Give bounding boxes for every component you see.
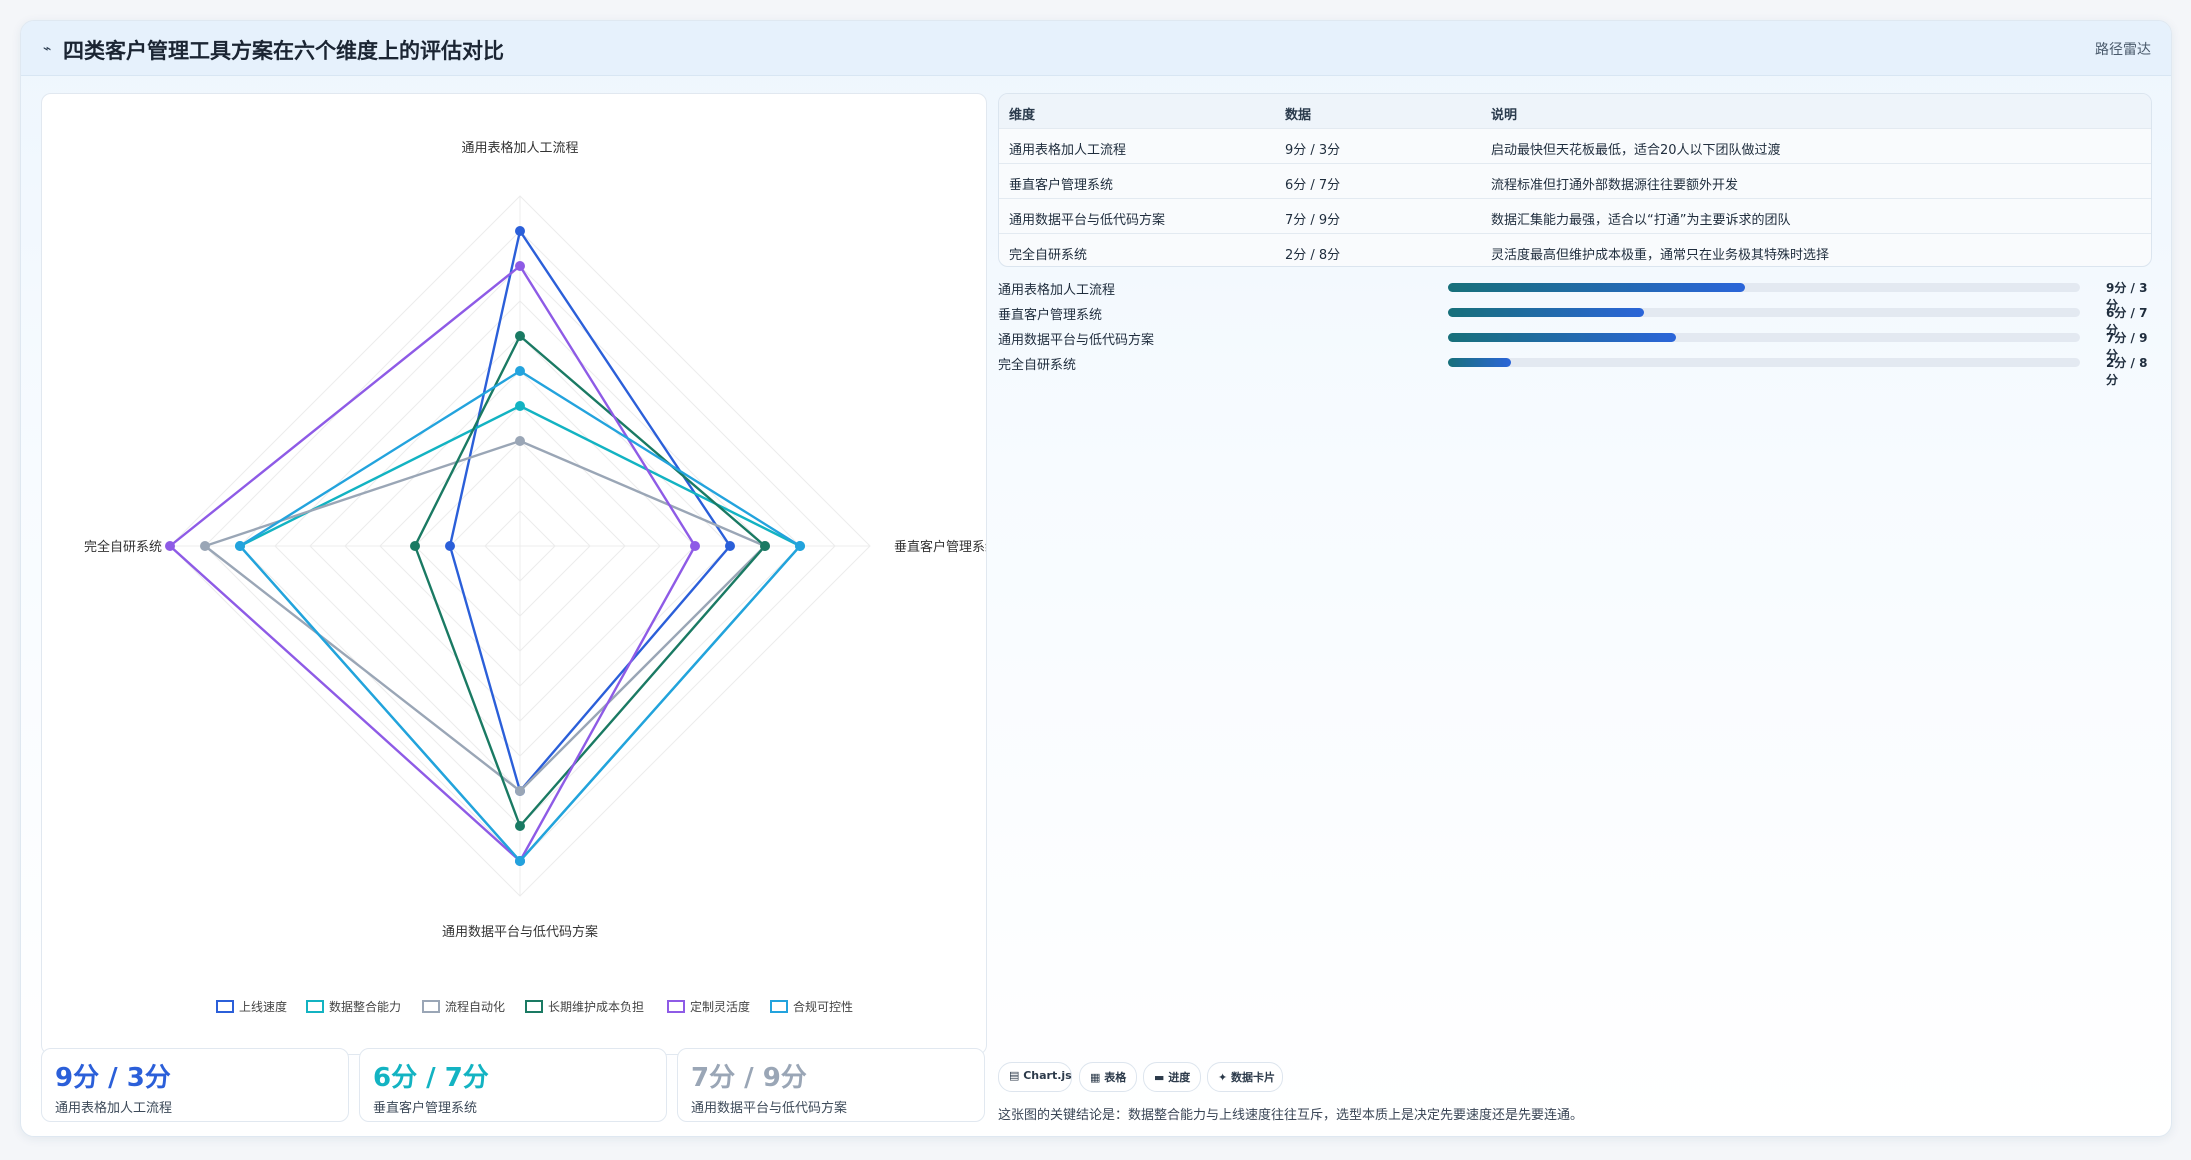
radar-axis-label: 完全自研系统: [84, 539, 162, 555]
progress-value: 2分 / 8分: [2106, 356, 2148, 387]
table-cell: 数据汇集能力最强，适合以“打通”为主要诉求的团队: [1491, 213, 1791, 228]
table-cell: 流程标准但打通外部数据源往往要额外开发: [1491, 178, 1739, 193]
progress-label: 通用表格加人工流程: [998, 283, 1116, 298]
dashboard-panel: ⌁ 四类客户管理工具方案在六个维度上的评估对比 路径雷达 通用表格加人工流程 垂直…: [20, 20, 2172, 1137]
radar-point: [515, 401, 525, 411]
progress-value: 6分 / 7分: [2106, 306, 2148, 337]
radar-point: [515, 261, 525, 271]
radar-point: [165, 541, 175, 551]
header-bar: ⌁ 四类客户管理工具方案在六个维度上的评估对比 路径雷达: [21, 21, 2171, 76]
radar-point: [515, 856, 525, 866]
radar-point: [760, 541, 770, 551]
progress-track: [1448, 358, 2080, 367]
table-cell: 2分 / 8分: [1285, 248, 1341, 263]
table-cell: 完全自研系统: [1009, 248, 1088, 263]
table-cell: 7分 / 9分: [1285, 213, 1341, 228]
legend-swatch: [306, 1000, 324, 1013]
stat-card-3: 7分 / 9分 通用数据平台与低代码方案: [677, 1048, 985, 1122]
progress-track: [1448, 283, 2080, 292]
table-cell: 通用数据平台与低代码方案: [1009, 213, 1166, 228]
legend-label: 定制灵活度: [690, 999, 750, 1014]
progress-row: 完全自研系统 2分 / 8分: [998, 350, 2158, 387]
table-header-cell: 说明: [1491, 108, 1518, 123]
radar-point: [200, 541, 210, 551]
radar-point: [515, 226, 525, 236]
progress-label: 通用数据平台与低代码方案: [998, 333, 1155, 348]
legend-swatch: [667, 1000, 685, 1013]
table-row: 完全自研系统 2分 / 8分 灵活度最高但维护成本极重，通常只在业务极其特殊时选…: [999, 233, 2151, 266]
stat-card-label: 通用数据平台与低代码方案: [691, 1101, 848, 1116]
progress-fill: [1448, 283, 1746, 292]
radar-point: [725, 541, 735, 551]
radar-point: [445, 541, 455, 551]
radar-point: [515, 331, 525, 341]
stat-card-value: 7分 / 9分: [691, 1063, 807, 1093]
stat-card-2: 6分 / 7分 垂直客户管理系统: [359, 1048, 667, 1122]
chart-trend-icon: ⌁: [43, 41, 52, 57]
progress-row: 通用表格加人工流程 9分 / 3分: [998, 275, 2158, 312]
legend-label: 上线速度: [239, 999, 287, 1014]
tag-table[interactable]: ▦ 表格: [1079, 1062, 1137, 1092]
legend-swatch: [525, 1000, 543, 1013]
table-cell: 6分 / 7分: [1285, 178, 1341, 193]
progress-fill: [1448, 333, 1676, 342]
progress-label: 完全自研系统: [998, 358, 1077, 373]
table-header-cell: 维度: [1009, 108, 1036, 123]
table-row: 通用数据平台与低代码方案 7分 / 9分 数据汇集能力最强，适合以“打通”为主要…: [999, 198, 2151, 233]
radar-axis-label: 通用表格加人工流程: [461, 140, 578, 156]
stat-card-value: 6分 / 7分: [373, 1063, 489, 1093]
radar-point: [410, 541, 420, 551]
radar-axis-label: 通用数据平台与低代码方案: [442, 924, 598, 940]
radar-point: [795, 541, 805, 551]
radar-axis-label: 垂直客户管理系统: [894, 539, 986, 555]
progress-value: 9分 / 3分: [2106, 281, 2148, 312]
radar-point: [515, 821, 525, 831]
table-header-cell: 数据: [1285, 108, 1312, 123]
table-row: 垂直客户管理系统 6分 / 7分 流程标准但打通外部数据源往往要额外开发: [999, 163, 2151, 198]
table-cell: 9分 / 3分: [1285, 143, 1341, 158]
table-cell: 灵活度最高但维护成本极重，通常只在业务极其特殊时选择: [1491, 248, 1830, 263]
stat-card-label: 通用表格加人工流程: [55, 1101, 173, 1116]
table-cell: 通用表格加人工流程: [1009, 143, 1127, 158]
progress-fill: [1448, 308, 1644, 317]
legend-label: 数据整合能力: [329, 999, 401, 1014]
progress-row: 通用数据平台与低代码方案 7分 / 9分: [998, 325, 2158, 362]
table-header-row: 维度 数据 说明: [999, 94, 2151, 128]
progress-row: 垂直客户管理系统 6分 / 7分: [998, 300, 2158, 337]
page-title: 四类客户管理工具方案在六个维度上的评估对比: [63, 39, 504, 63]
progress-value: 7分 / 9分: [2106, 331, 2148, 362]
stat-card-label: 垂直客户管理系统: [373, 1101, 478, 1116]
table-row: 通用表格加人工流程 9分 / 3分 启动最快但天花板最低，适合20人以下团队做过…: [999, 128, 2151, 163]
legend-swatch: [216, 1000, 234, 1013]
radar-mode-link[interactable]: 路径雷达: [2095, 42, 2151, 58]
stat-card-value: 9分 / 3分: [55, 1063, 171, 1093]
tag-data-card[interactable]: ✦ 数据卡片: [1207, 1062, 1283, 1092]
radar-point: [515, 436, 525, 446]
radar-point: [690, 541, 700, 551]
legend-label: 流程自动化: [445, 999, 505, 1014]
legend-swatch: [770, 1000, 788, 1013]
legend-swatch: [422, 1000, 440, 1013]
radar-point: [235, 541, 245, 551]
progress-fill: [1448, 358, 1512, 367]
table-cell: 启动最快但天花板最低，适合20人以下团队做过渡: [1491, 143, 1781, 158]
stat-card-1: 9分 / 3分 通用表格加人工流程: [41, 1048, 349, 1122]
progress-track: [1448, 308, 2080, 317]
legend-label: 长期维护成本负担: [548, 1000, 644, 1014]
tag-progress[interactable]: ▬ 进度: [1143, 1062, 1201, 1092]
radar-point: [515, 786, 525, 796]
radar-point: [515, 366, 525, 376]
progress-label: 垂直客户管理系统: [998, 308, 1103, 323]
footer-conclusion: 这张图的关键结论是：数据整合能力与上线速度往往互斥，选型本质上是决定先要速度还是…: [998, 1108, 1584, 1123]
progress-track: [1448, 333, 2080, 342]
tag-chartjs[interactable]: ▤ Chart.js: [998, 1062, 1072, 1092]
table-cell: 垂直客户管理系统: [1009, 178, 1114, 193]
comparison-table: 维度 数据 说明 通用表格加人工流程 9分 / 3分 启动最快但天花板最低，适合…: [998, 93, 2152, 267]
legend-label: 合规可控性: [793, 999, 853, 1014]
